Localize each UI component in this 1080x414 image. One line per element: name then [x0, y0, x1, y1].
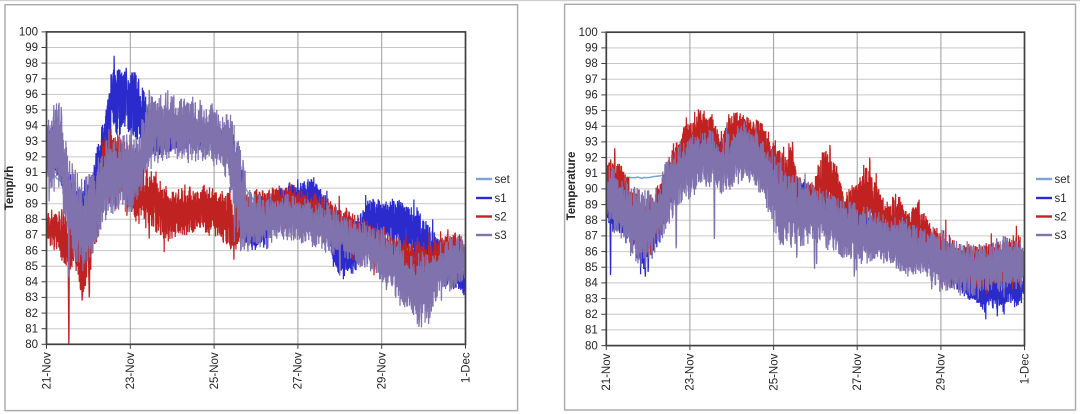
svg-text:99: 99	[25, 42, 38, 54]
svg-text:21-Nov: 21-Nov	[41, 352, 53, 389]
svg-text:81: 81	[25, 323, 38, 335]
svg-text:27-Nov: 27-Nov	[293, 352, 305, 389]
svg-text:25-Nov: 25-Nov	[768, 353, 780, 390]
svg-text:99: 99	[585, 43, 598, 55]
svg-text:23-Nov: 23-Nov	[125, 352, 137, 389]
svg-text:27-Nov: 27-Nov	[852, 353, 864, 390]
svg-text:s2: s2	[495, 211, 507, 223]
svg-text:83: 83	[585, 293, 598, 305]
svg-text:80: 80	[25, 339, 38, 351]
svg-text:85: 85	[585, 262, 598, 274]
svg-text:25-Nov: 25-Nov	[209, 352, 221, 389]
svg-text:90: 90	[585, 184, 598, 196]
svg-text:81: 81	[585, 325, 598, 337]
svg-text:84: 84	[25, 277, 38, 289]
svg-text:82: 82	[585, 309, 598, 321]
svg-text:87: 87	[585, 231, 598, 243]
svg-text:s3: s3	[1055, 230, 1067, 242]
svg-text:80: 80	[585, 340, 598, 352]
svg-text:100: 100	[19, 27, 38, 39]
svg-text:88: 88	[25, 214, 38, 226]
svg-text:98: 98	[25, 58, 38, 70]
svg-text:90: 90	[25, 183, 38, 195]
svg-text:97: 97	[585, 74, 598, 86]
svg-text:89: 89	[585, 199, 598, 211]
svg-text:s2: s2	[1055, 211, 1067, 223]
svg-text:100: 100	[579, 27, 598, 39]
svg-text:86: 86	[25, 245, 38, 257]
svg-text:1-Dec: 1-Dec	[460, 352, 472, 383]
svg-text:96: 96	[585, 90, 598, 102]
svg-text:94: 94	[585, 121, 598, 133]
svg-text:83: 83	[25, 292, 38, 304]
svg-text:92: 92	[585, 152, 598, 164]
svg-text:86: 86	[585, 246, 598, 258]
svg-text:set: set	[495, 174, 511, 186]
svg-text:1-Dec: 1-Dec	[1019, 353, 1031, 384]
svg-text:21-Nov: 21-Nov	[601, 353, 613, 390]
svg-text:29-Nov: 29-Nov	[377, 352, 389, 389]
svg-text:29-Nov: 29-Nov	[936, 353, 948, 390]
svg-text:95: 95	[25, 105, 38, 117]
svg-text:94: 94	[25, 120, 38, 132]
svg-text:97: 97	[25, 74, 38, 86]
svg-text:98: 98	[585, 58, 598, 70]
svg-text:91: 91	[25, 167, 38, 179]
svg-text:91: 91	[585, 168, 598, 180]
svg-text:92: 92	[25, 152, 38, 164]
svg-text:93: 93	[585, 137, 598, 149]
svg-text:88: 88	[585, 215, 598, 227]
svg-text:89: 89	[25, 198, 38, 210]
svg-text:82: 82	[25, 308, 38, 320]
svg-text:93: 93	[25, 136, 38, 148]
svg-text:95: 95	[585, 105, 598, 117]
svg-text:s1: s1	[1055, 193, 1067, 205]
svg-text:Temp/rh: Temp/rh	[4, 166, 16, 211]
svg-text:23-Nov: 23-Nov	[685, 353, 697, 390]
svg-text:s3: s3	[495, 230, 507, 242]
svg-text:set: set	[1055, 174, 1071, 186]
svg-text:84: 84	[585, 278, 598, 290]
svg-text:96: 96	[25, 89, 38, 101]
svg-text:85: 85	[25, 261, 38, 273]
svg-text:Temperature: Temperature	[566, 152, 578, 221]
svg-text:s1: s1	[495, 193, 507, 205]
svg-text:87: 87	[25, 230, 38, 242]
